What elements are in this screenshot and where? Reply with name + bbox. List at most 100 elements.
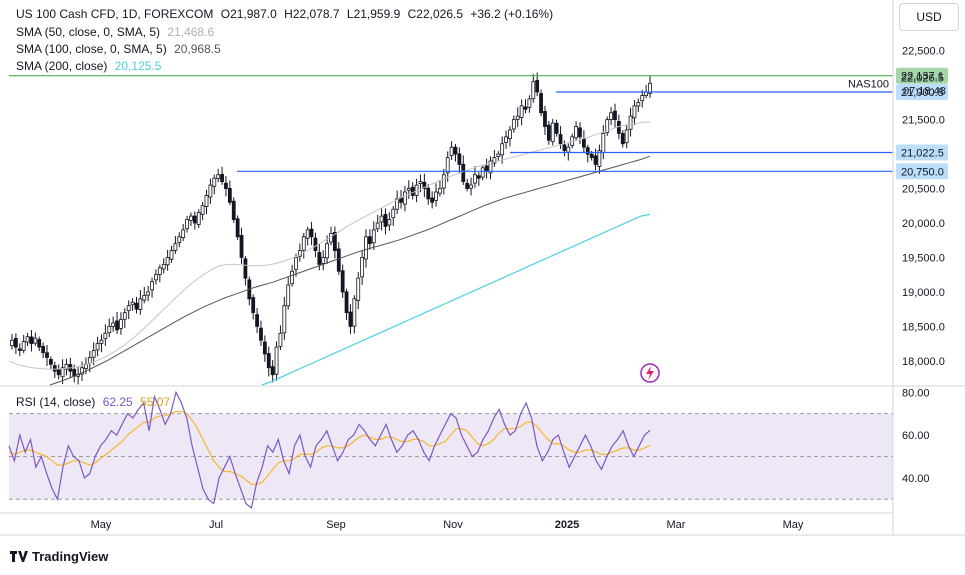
candle-body	[492, 157, 497, 164]
level3-price-badge: 20,750.0	[896, 163, 948, 180]
candle-body	[200, 205, 205, 215]
candle-body	[60, 367, 65, 378]
candle-body	[597, 150, 602, 167]
candle-body	[231, 200, 236, 220]
candle-body	[336, 248, 341, 272]
sma200-legend[interactable]: SMA (200, close) 20,125.5	[16, 58, 165, 74]
candle-body	[430, 197, 435, 203]
candle-body	[52, 365, 57, 372]
candle-body	[49, 358, 53, 365]
svg-text:20,750.0: 20,750.0	[901, 166, 944, 178]
rsi-tick-label: 80.00	[902, 387, 930, 399]
lightning-icon[interactable]	[640, 363, 660, 383]
sma50-legend[interactable]: SMA (50, close, 0, SMA, 5) 21,468.6	[16, 24, 218, 40]
candle-body	[138, 298, 143, 310]
candle-body	[581, 138, 586, 148]
candle-body	[45, 352, 49, 358]
candle-body	[554, 122, 559, 134]
candle-body	[589, 153, 594, 158]
candle-body	[80, 367, 84, 375]
level1-price-badge: 21,900.5	[896, 84, 948, 101]
candle-body	[391, 208, 396, 219]
candle-body	[403, 191, 407, 205]
candle-body	[87, 357, 92, 364]
candle-body	[309, 228, 314, 238]
candle-body	[480, 167, 485, 178]
time-tick-label: Mar	[667, 519, 686, 531]
candle-body	[259, 327, 263, 341]
brand-name: TradingView	[32, 549, 109, 564]
rsi-ma-line	[8, 410, 651, 485]
candle-body	[235, 218, 240, 238]
symbol-title: US 100 Cash CFD, 1D, FOREXCOM	[16, 7, 214, 21]
candle-body	[348, 311, 353, 327]
candle-body	[543, 111, 547, 127]
candle-body	[91, 350, 96, 358]
rsi-legend[interactable]: RSI (14, close) 62.25 55.07	[16, 394, 174, 410]
candle-body	[13, 338, 18, 348]
candle-body	[262, 341, 267, 355]
rsi-line	[8, 390, 651, 509]
sma100-legend[interactable]: SMA (100, close, 0, SMA, 5) 20,968.5	[16, 41, 225, 57]
candle-body	[21, 341, 26, 351]
candle-body	[99, 339, 104, 344]
price-tick-label: 18,500.0	[902, 321, 945, 333]
axes: 18,000.0 18,500.0 19,000.0 19,500.0 20,000.0…	[0, 0, 965, 536]
sma200-value: 20,125.5	[114, 59, 162, 73]
candle-body	[488, 160, 493, 174]
candle-body	[648, 82, 652, 94]
rsi-tick-label: 40.00	[902, 473, 930, 485]
candle-body	[476, 175, 481, 179]
candle-body	[286, 284, 291, 307]
candle-body	[469, 184, 473, 189]
candle-body	[360, 257, 365, 278]
open-value: 21,987.0	[230, 7, 277, 21]
price-pane	[8, 72, 893, 386]
candle-body	[616, 121, 621, 134]
candle-body	[332, 232, 337, 251]
candle-body	[192, 215, 197, 224]
candle-body	[504, 136, 508, 143]
candle-body	[251, 297, 256, 314]
tradingview-icon	[10, 551, 28, 562]
candle-body	[356, 277, 361, 302]
candle-body	[375, 222, 380, 230]
sma50-line	[8, 121, 651, 370]
candle-body	[519, 105, 524, 118]
candle-body	[56, 369, 61, 376]
candle-body	[508, 129, 512, 140]
high-value: 22,078.7	[292, 7, 340, 21]
candle-body	[585, 147, 590, 155]
candle-body	[150, 281, 154, 291]
candle-body	[613, 110, 617, 121]
candle-body	[539, 93, 543, 114]
rsi-ma-value: 55.07	[140, 395, 171, 409]
candle-body	[212, 177, 217, 187]
svg-text:21,022.5: 21,022.5	[901, 148, 944, 160]
sma200-line	[261, 213, 651, 386]
candle-body	[181, 229, 186, 239]
candle-body	[344, 291, 349, 314]
candle-body	[578, 127, 582, 138]
candle-body	[605, 119, 610, 133]
candle-body	[383, 213, 388, 227]
candle-body	[216, 174, 221, 179]
candle-body	[438, 188, 442, 194]
candle-body	[255, 314, 259, 327]
symbol-legend: US 100 Cash CFD, 1D, FOREXCOM O21,987.0 …	[16, 7, 554, 21]
sma100-line	[49, 155, 651, 386]
tradingview-logo[interactable]: TradingView	[10, 549, 108, 564]
candle-body	[64, 363, 69, 370]
currency-button[interactable]: USD	[899, 3, 959, 31]
price-tick-label: 20,000.0	[902, 218, 945, 230]
candle-body	[305, 229, 310, 239]
candle-body	[157, 267, 162, 275]
candle-body	[574, 126, 578, 139]
candle-body	[165, 257, 170, 266]
candle-body	[445, 157, 450, 174]
candle-body	[142, 294, 147, 301]
price-tick-label: 19,000.0	[902, 287, 945, 299]
candle-body	[185, 219, 189, 230]
candle-body	[636, 101, 641, 107]
